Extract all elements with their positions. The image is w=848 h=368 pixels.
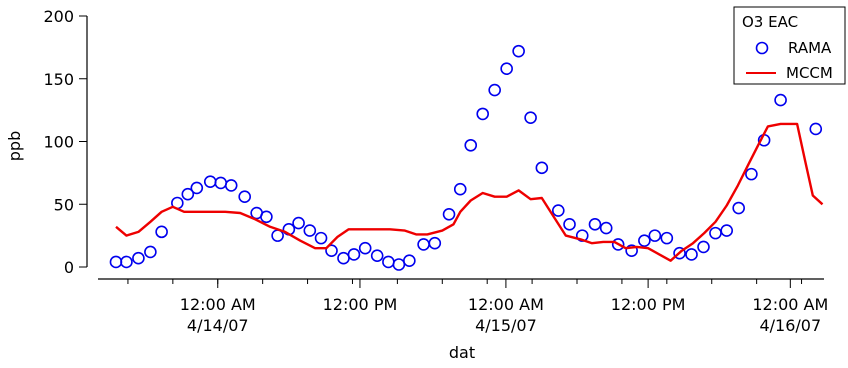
x-axis-label: dat [449,343,475,362]
data-point-rama [563,218,576,231]
data-point-rama [648,229,662,242]
data-point-rama [370,249,384,263]
data-point-rama [155,225,168,239]
data-point-rama [214,176,228,190]
x-tick-label: 12:00 PM [611,295,686,314]
legend-rama-label: RAMA [788,39,832,57]
data-point-rama [132,251,145,265]
data-point-rama [774,93,787,107]
y-axis: 0 50 100 150 200 ppb [5,7,88,277]
x-tick-label: 12:00 PM [323,295,398,314]
y-tick-label: 200 [43,7,74,26]
x-tick-date-label: 4/15/07 [475,316,537,335]
legend-box [733,6,846,85]
legend-title: O3 EAC [742,13,798,31]
data-point-rama [314,231,328,245]
data-point-rama [303,224,317,237]
data-point-rama [488,83,501,97]
x-axis: 12:00 AM 4/14/07 12:00 PM 12:00 AM 4/15/07 12… [98,278,828,362]
y-tick-label: 150 [43,70,74,89]
x-tick-date-label: 4/16/07 [759,316,821,335]
data-point-rama [660,231,674,245]
data-point-rama [709,226,722,240]
data-point-rama [203,175,217,188]
data-point-rama [181,187,195,201]
data-point-rama [144,245,157,259]
data-point-rama [464,138,478,152]
data-point-rama [697,240,710,254]
y-tick-label: 100 [43,133,74,152]
data-point-rama [260,210,273,224]
data-point-rama [453,182,467,196]
x-tick-label: 12:00 AM [180,295,256,314]
data-point-rama [599,221,613,235]
data-point-rama [238,190,251,204]
data-point-rama [403,254,416,268]
data-point-rama [442,207,456,221]
data-point-rama [382,255,395,269]
data-point-rama [720,224,734,237]
data-point-rama [337,251,350,265]
data-point-rama [809,122,823,136]
data-point-rama [625,244,638,257]
data-point-rama [588,218,602,231]
data-point-rama [512,44,525,58]
series-line-mccm [115,122,824,262]
data-point-rama [535,161,549,175]
y-tick-label: 50 [54,195,74,214]
data-point-rama [358,241,372,255]
data-point-rama [551,204,565,217]
data-point-rama [109,255,123,269]
x-tick-label: 12:00 AM [752,295,828,314]
legend-rama-marker [755,41,769,55]
data-point-rama [524,111,537,124]
data-point-rama [732,201,745,215]
data-point-rama [417,238,430,251]
data-point-rama [347,248,361,261]
data-point-rama [673,246,686,260]
legend-mccm-label: MCCM [786,64,833,82]
data-point-rama [685,248,698,261]
plot-area [109,44,824,271]
data-point-rama [500,62,513,76]
data-point-rama [476,107,490,121]
data-point-rama [428,236,442,250]
legend: O3 EAC RAMA MCCM [733,6,846,85]
data-point-rama [325,244,338,257]
x-tick-date-label: 4/14/07 [187,316,249,335]
data-point-rama [392,258,406,271]
x-tick-label: 12:00 AM [468,295,544,314]
y-tick-label: 0 [64,258,74,277]
data-point-rama [190,181,204,195]
y-ticks: 0 50 100 150 200 [43,7,87,277]
data-point-rama [120,255,133,269]
data-point-rama [638,234,651,247]
y-axis-label: ppb [5,131,24,161]
data-point-rama [745,167,758,181]
data-point-rama [292,216,305,230]
x-ticks: 12:00 AM 4/14/07 12:00 PM 12:00 AM 4/15/07 12… [127,279,828,335]
data-point-rama [611,238,625,251]
data-point-rama [224,179,238,192]
